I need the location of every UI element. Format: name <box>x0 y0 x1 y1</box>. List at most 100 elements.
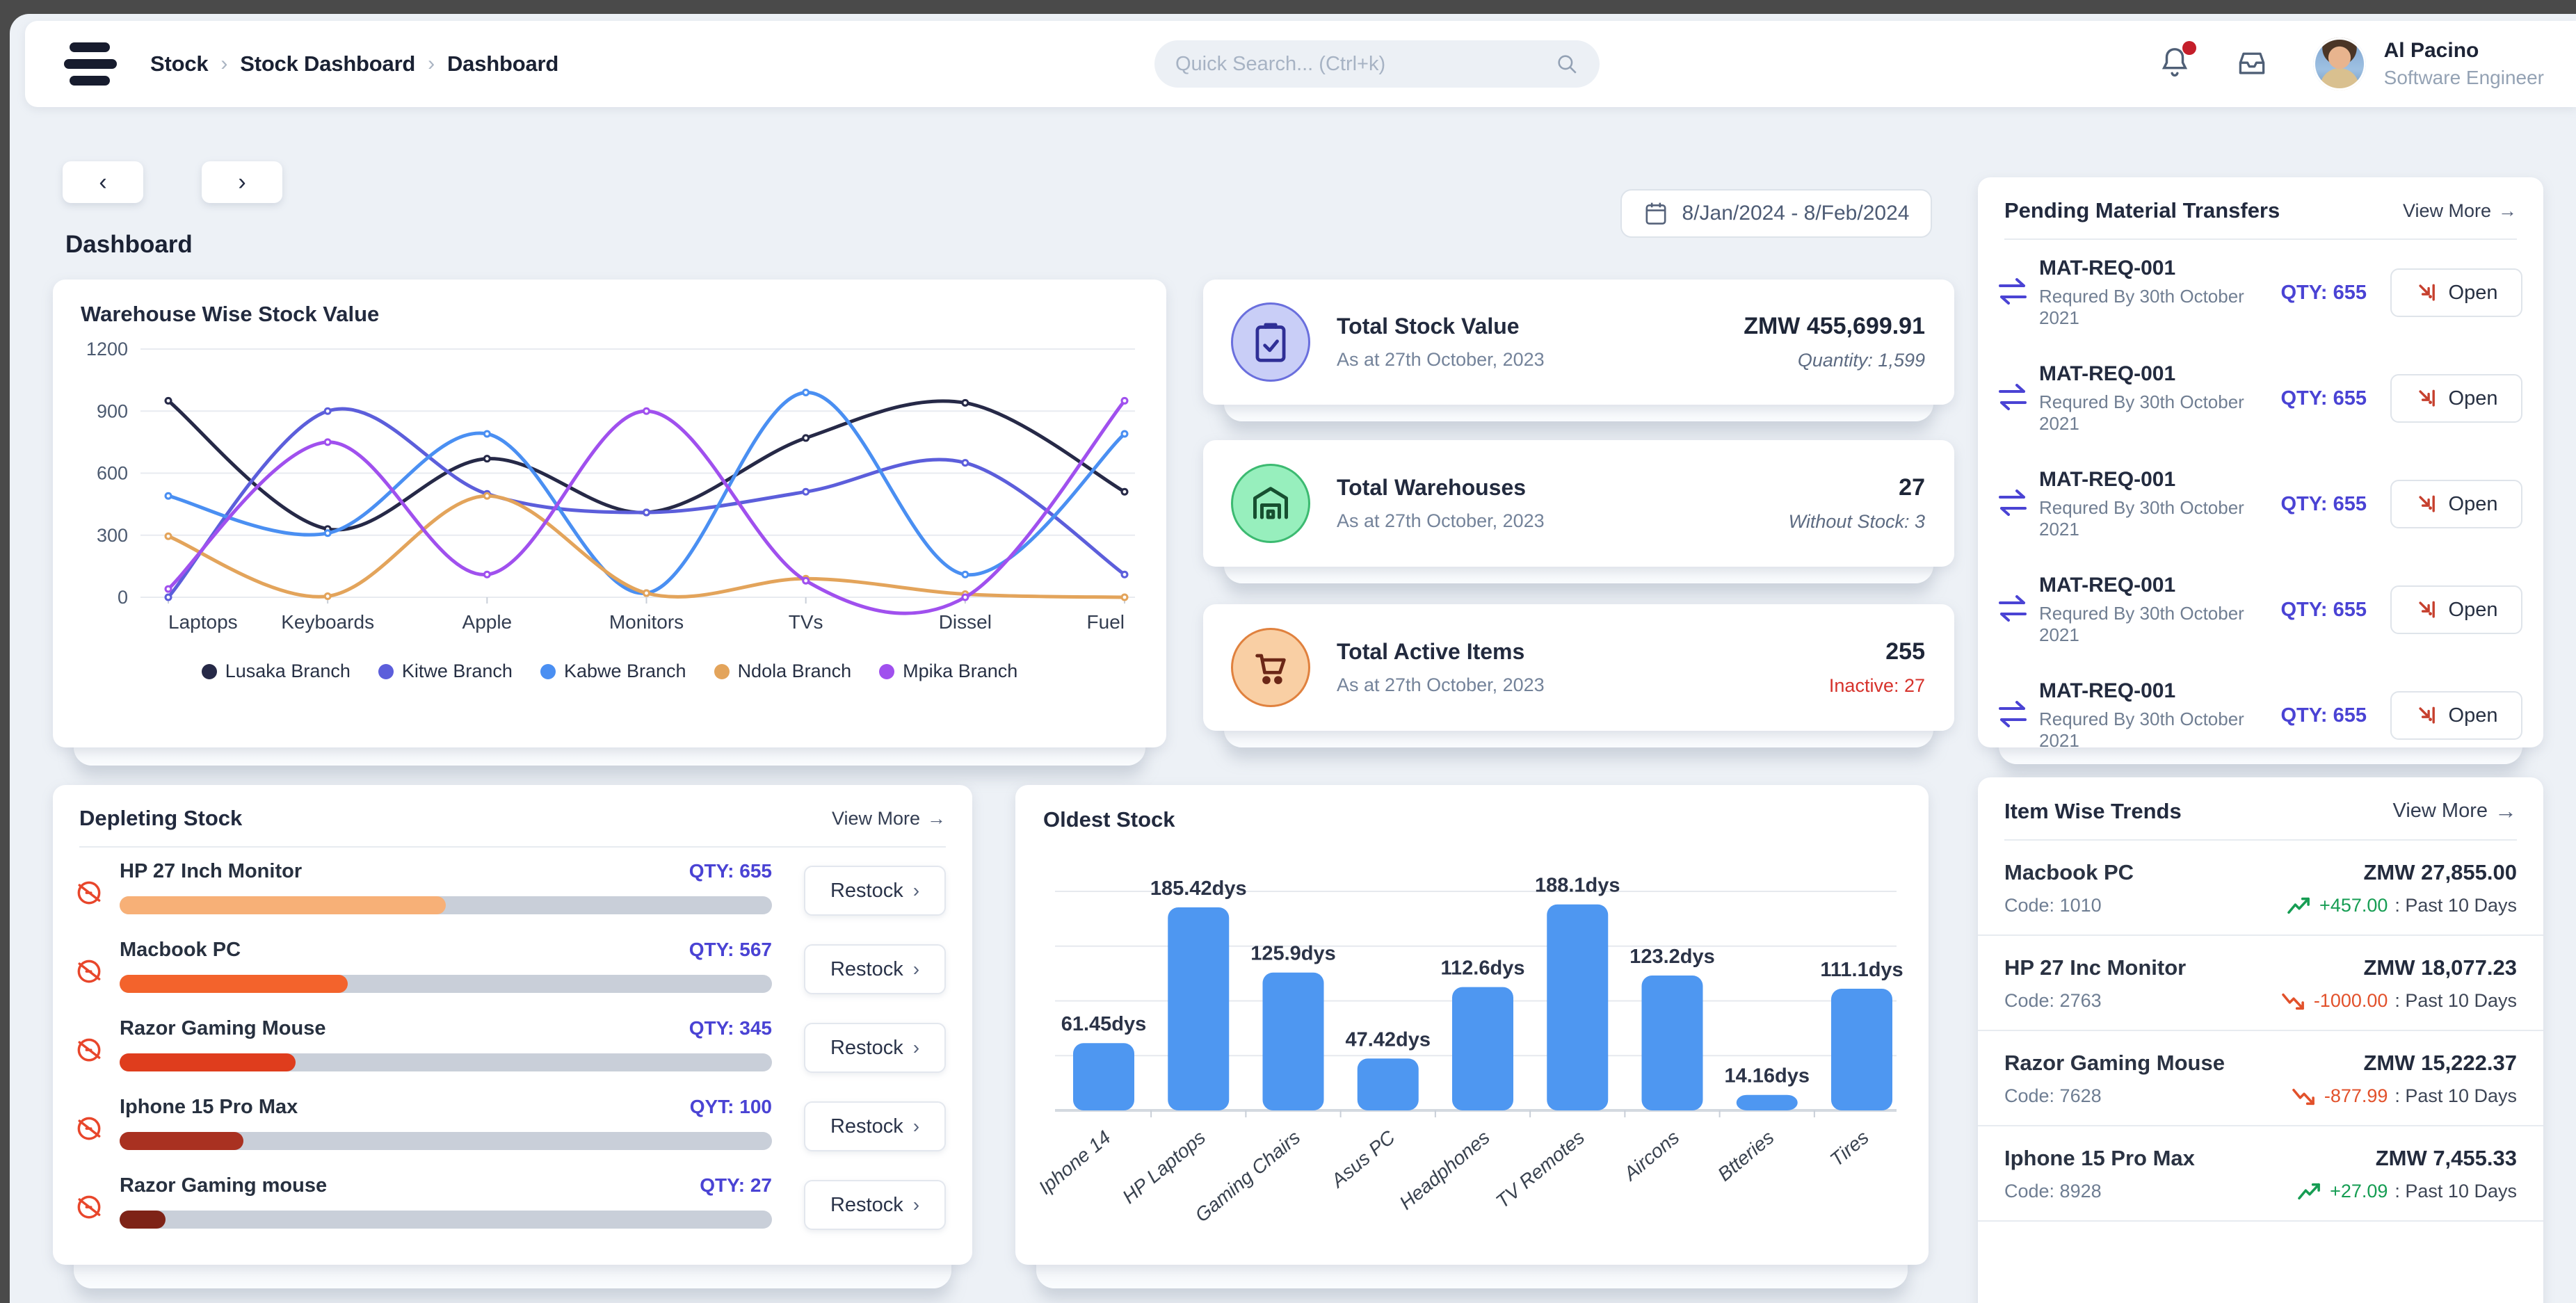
legend-item: Lusaka Branch <box>201 661 351 682</box>
open-button[interactable]: Open <box>2390 480 2522 528</box>
stock-progress-track <box>120 1211 772 1229</box>
trend-row: Macbook PC ZMW 27,855.00 Code: 1010 +457.00… <box>1978 841 2543 936</box>
inbox-icon[interactable] <box>2235 49 2269 79</box>
cart-icon <box>1231 628 1310 707</box>
legend-dot-icon <box>879 663 895 679</box>
legend-item: Mpika Branch <box>879 661 1017 682</box>
export-icon <box>2418 284 2435 301</box>
restock-button[interactable]: Restock › <box>804 944 946 994</box>
quick-search[interactable] <box>1154 40 1600 88</box>
svg-text:TVs: TVs <box>788 611 823 633</box>
stat-subvalue: Inactive: 27 <box>1828 675 1925 696</box>
item-trend: +27.09 : Past 10 Days <box>2296 1181 2517 1202</box>
user-name: Al Pacino <box>2383 39 2479 62</box>
total-warehouses-card: Total Warehouses As at 27th October, 202… <box>1203 440 1954 567</box>
stat-subvalue: Quantity: 1,599 <box>1797 350 1925 371</box>
pending-transfer-row: MAT-REQ-001 Requred By 30th October 2021 Q… <box>1978 451 2543 557</box>
item-price: ZMW 27,855.00 <box>2363 860 2517 884</box>
pending-view-more-link[interactable]: View More → <box>2403 200 2517 222</box>
trend-up-icon <box>2287 897 2310 914</box>
item-price: ZMW 15,222.37 <box>2363 1051 2517 1075</box>
line-chart: 0 300 600 900 1200 Laptops Keyboards Apple Monit… <box>86 339 1135 633</box>
restock-button[interactable]: Restock › <box>804 1180 946 1230</box>
item-qty: QTY: 27 <box>700 1174 772 1196</box>
hamburger-menu-icon[interactable] <box>64 42 117 86</box>
arrow-right-icon: → <box>2495 798 2517 823</box>
out-of-stock-icon <box>74 1114 104 1148</box>
stat-value: 27 <box>1899 474 1925 501</box>
open-button[interactable]: Open <box>2390 691 2522 740</box>
item-trend: -877.99 : Past 10 Days <box>2291 1085 2517 1107</box>
item-wise-trends-card: Item Wise Trends View More → Macbook PC Z… <box>1978 777 2543 1303</box>
transfer-required-by: Requred By 30th October 2021 <box>2039 497 2244 540</box>
open-button[interactable]: Open <box>2390 374 2522 423</box>
trend-up-icon <box>2298 1183 2320 1199</box>
user-avatar[interactable] <box>2312 38 2366 90</box>
svg-text:111.1dys: 111.1dys <box>1820 959 1903 981</box>
svg-text:1200: 1200 <box>86 339 127 359</box>
legend-dot-icon <box>540 663 556 679</box>
trends-view-more-link[interactable]: View More → <box>2393 798 2517 824</box>
forward-button[interactable]: › <box>202 161 282 203</box>
app-shell: Stock › Stock Dashboard › Dashboard <box>10 14 2576 1303</box>
view-more-label: View More <box>2402 200 2491 221</box>
user-role: Software Engineer <box>2383 67 2544 88</box>
export-icon <box>2418 389 2435 407</box>
item-name: Razor Gaming mouse <box>120 1174 328 1197</box>
notifications-button[interactable] <box>2159 40 2196 83</box>
stock-progress-track <box>120 1132 772 1150</box>
trend-down-icon <box>2292 1088 2315 1105</box>
trend-row: Razor Gaming Mouse ZMW 15,222.37 Code: 762… <box>1978 1031 2543 1126</box>
transfer-id: MAT-REQ-001 <box>2039 468 2176 491</box>
date-range-picker[interactable]: 8/Jan/2024 - 8/Feb/2024 <box>1620 189 1932 238</box>
svg-text:300: 300 <box>96 525 127 546</box>
restock-button[interactable]: Restock › <box>804 1023 946 1073</box>
export-icon <box>2418 706 2435 724</box>
item-name: Razor Gaming Mouse <box>2004 1051 2225 1075</box>
calendar-icon <box>1645 202 1666 225</box>
open-button[interactable]: Open <box>2390 585 2522 634</box>
svg-text:Iphone 14: Iphone 14 <box>1038 1126 1115 1199</box>
legend-label: Kitwe Branch <box>401 661 513 681</box>
trend-period: : Past 10 Days <box>2394 895 2517 916</box>
out-of-stock-icon <box>74 878 104 912</box>
legend-dot-icon <box>378 663 394 679</box>
search-input[interactable] <box>1175 52 1555 76</box>
out-of-stock-icon <box>74 1192 104 1227</box>
breadcrumb-stock[interactable]: Stock <box>150 51 209 76</box>
restock-button[interactable]: Restock › <box>804 1101 946 1151</box>
svg-text:900: 900 <box>96 400 127 421</box>
svg-text:Headphones: Headphones <box>1395 1126 1494 1214</box>
stock-progress-track <box>120 1053 772 1071</box>
item-name: HP 27 Inc Monitor <box>2004 955 2187 980</box>
legend-dot-icon <box>201 663 217 679</box>
transfer-arrows-icon <box>1995 276 2039 310</box>
depleting-stock-row: Razor Gaming Mouse QTY: 345 Restock › <box>74 1017 946 1083</box>
item-qty: QTY: 567 <box>689 939 772 960</box>
depleting-view-more-link[interactable]: View More → <box>832 808 946 829</box>
export-icon <box>2418 495 2435 512</box>
breadcrumb-stock-dashboard[interactable]: Stock Dashboard <box>240 51 416 76</box>
back-button[interactable]: ‹ <box>63 161 143 203</box>
restock-button[interactable]: Restock › <box>804 866 946 916</box>
bar-chart: 61.45dys Iphone 14 185.42dys HP Laptops 125.… <box>1038 875 1903 1227</box>
transfer-arrows-icon <box>1995 382 2039 416</box>
open-button[interactable]: Open <box>2390 268 2522 317</box>
stock-progress-fill <box>120 896 446 914</box>
svg-text:TV Remotes: TV Remotes <box>1491 1126 1588 1213</box>
trend-period: : Past 10 Days <box>2394 1085 2517 1106</box>
legend-item: Kitwe Branch <box>378 661 513 682</box>
svg-text:Fuel: Fuel <box>1086 611 1124 633</box>
pending-transfer-row: MAT-REQ-001 Requred By 30th October 2021 Q… <box>1978 240 2543 346</box>
out-of-stock-icon <box>74 1035 104 1069</box>
svg-text:188.1dys: 188.1dys <box>1534 875 1620 897</box>
item-name: Razor Gaming Mouse <box>120 1017 326 1039</box>
stat-title: Total Active Items <box>1337 639 1525 664</box>
legend-dot-icon <box>714 663 730 679</box>
item-code: Code: 1010 <box>2004 895 2102 916</box>
trend-period: : Past 10 Days <box>2394 1181 2517 1201</box>
transfer-id: MAT-REQ-001 <box>2039 679 2176 702</box>
legend-label: Kabwe Branch <box>563 661 686 681</box>
chart-title: Warehouse Wise Stock Value <box>81 302 380 326</box>
breadcrumb-dashboard[interactable]: Dashboard <box>446 51 559 76</box>
